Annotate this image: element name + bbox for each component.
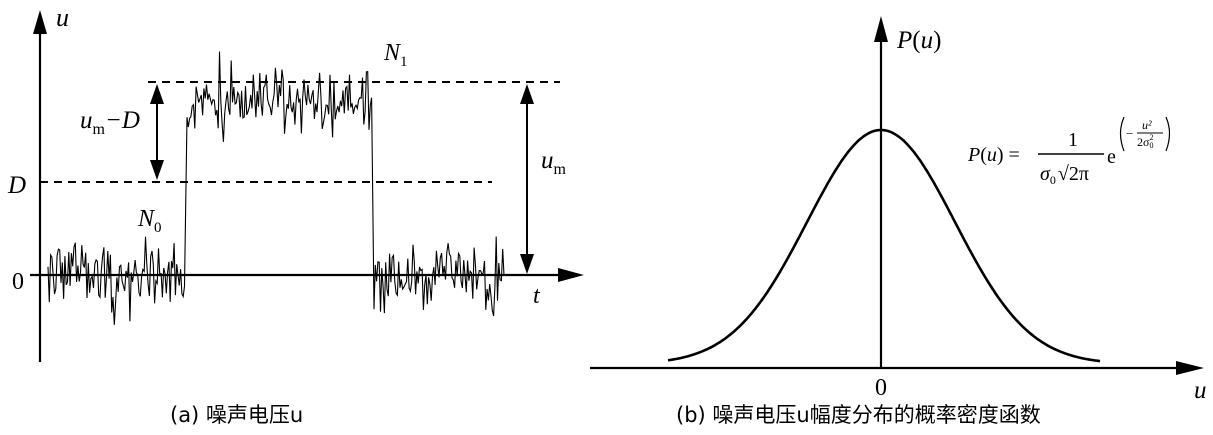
panel-a-origin-label: 0 [12, 269, 24, 295]
formula-numerator: 1 [1068, 129, 1078, 151]
formula-exp-denominator: 2σ02 [1137, 133, 1153, 150]
formula-exp-minus: − [1126, 126, 1133, 141]
gap-label: um−D [80, 107, 140, 138]
pdf-formula: P(u) = 1 σ0 √2π e − u² 2σ02 [967, 116, 1171, 187]
panel-b-y-label: P(u) [896, 27, 941, 54]
formula-exp-right-paren [1165, 116, 1171, 152]
gaussian-curve [667, 128, 1101, 363]
noise-waveform [47, 51, 505, 325]
formula-exp-numerator: u² [1142, 118, 1152, 132]
n1-label: N1 [383, 40, 408, 70]
panel-b-caption: (b) 噪声电压u幅度分布的概率密度函数 [676, 403, 1041, 427]
panel-a-y-label: u [56, 3, 69, 32]
um-arrow-bottom [520, 254, 534, 274]
formula-exp-left-paren [1119, 116, 1125, 152]
gap-arrow-top [150, 84, 164, 104]
panel-b-origin-label: 0 [875, 375, 887, 401]
panel-a: u t 0 D N1 N0 um−D um (a) 噪声电压u [7, 3, 584, 427]
panel-a-x-label: t [533, 283, 541, 309]
panel-b-x-arrow [1176, 361, 1204, 375]
formula-lhs: P(u) = [967, 144, 1020, 166]
n0-label: N0 [137, 206, 162, 236]
panel-b-x-label: u [1194, 377, 1207, 404]
formula-denominator: σ0 √2π [1040, 163, 1089, 187]
um-label: um [541, 147, 567, 178]
gap-arrow-bottom [150, 160, 164, 180]
panel-a-caption: (a) 噪声电压u [170, 403, 303, 427]
panel-a-x-arrow [558, 268, 584, 282]
threshold-label: D [7, 172, 26, 199]
um-arrow-top [520, 84, 534, 104]
formula-exp-base: e [1107, 146, 1116, 168]
panel-b: P(u) u 0 P(u) = 1 σ0 √2π e − u² 2σ02 (b) … [590, 16, 1207, 427]
panel-b-y-arrow [874, 16, 888, 42]
panel-a-y-arrow [33, 10, 47, 34]
